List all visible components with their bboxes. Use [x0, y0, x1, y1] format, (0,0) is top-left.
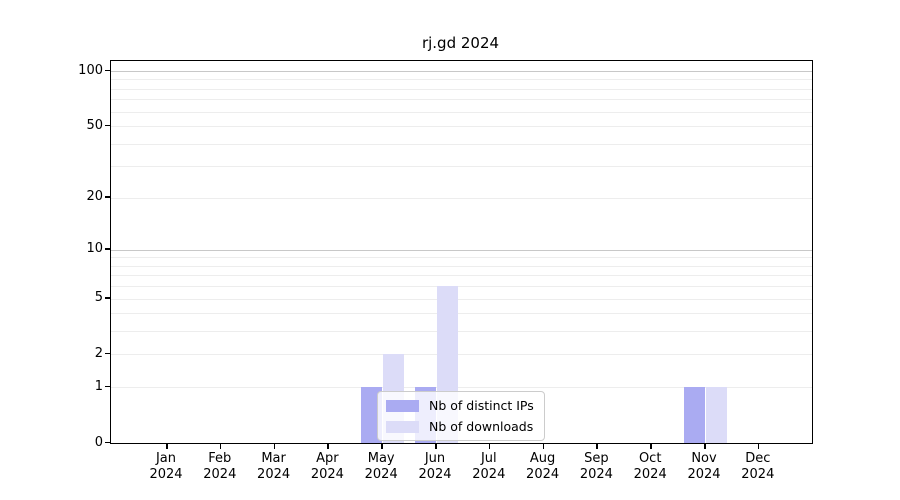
x-tick-mark	[757, 443, 760, 449]
x-tick-label-dec: Dec 2024	[741, 451, 775, 482]
plot-area: Nb of distinct IPs Nb of downloads	[110, 60, 813, 444]
y-tick-mark	[105, 385, 110, 388]
y-tick-mark	[105, 297, 110, 299]
y-tick-mark	[105, 69, 110, 71]
x-tick-mark	[327, 443, 329, 449]
chart-title: rj.gd 2024	[421, 34, 500, 52]
bar-may-distinct-ips	[360, 387, 382, 443]
x-tick-label-jan: Jan 2024	[149, 451, 183, 482]
gridline-6	[111, 286, 812, 288]
x-tick-label-feb: Feb 2024	[203, 451, 237, 482]
gridline-80	[111, 88, 812, 90]
y-tick-mark	[105, 124, 110, 127]
legend-label-distinct-ips: Nb of distinct IPs	[429, 398, 534, 413]
x-tick-label-jul: Jul 2024	[472, 451, 506, 482]
y-tick-label-100: 100	[78, 62, 103, 78]
x-tick-mark	[273, 443, 276, 449]
gridline-30	[111, 166, 812, 168]
gridline-50	[111, 126, 812, 128]
x-tick-mark	[596, 443, 598, 449]
x-tick-mark	[435, 443, 437, 449]
y-tick-mark	[105, 352, 110, 355]
y-tick-label-2: 2	[94, 345, 103, 361]
y-tick-label-1: 1	[94, 378, 103, 394]
y-tick-mark	[105, 196, 110, 198]
x-tick-mark	[219, 443, 222, 449]
legend-label-downloads: Nb of downloads	[429, 419, 534, 434]
x-tick-label-mar: Mar 2024	[257, 451, 291, 482]
gridline-1	[111, 387, 812, 389]
gridline-5	[111, 298, 812, 300]
x-tick-mark	[704, 443, 706, 449]
x-tick-mark	[166, 443, 168, 449]
gridline-8	[111, 265, 812, 267]
x-tick-label-apr: Apr 2024	[310, 451, 344, 482]
x-tick-label-oct: Oct 2024	[633, 451, 667, 482]
y-tick-label-10: 10	[86, 241, 103, 257]
gridline-7	[111, 275, 812, 277]
legend-entry-distinct-ips: Nb of distinct IPs	[386, 398, 534, 413]
legend-entry-downloads: Nb of downloads	[386, 419, 534, 434]
gridline-9	[111, 257, 812, 259]
x-tick-label-may: May 2024	[364, 451, 398, 482]
gridline-10	[111, 249, 812, 251]
y-tick-mark	[105, 441, 110, 443]
bar-nov-downloads	[705, 387, 727, 443]
gridline-100	[111, 71, 812, 72]
y-tick-label-50: 50	[86, 117, 103, 133]
x-tick-label-aug: Aug 2024	[526, 451, 560, 482]
x-tick-mark	[650, 443, 652, 449]
gridline-4	[111, 313, 812, 315]
gridline-2	[111, 354, 812, 356]
gridline-20	[111, 197, 812, 199]
x-tick-mark	[542, 443, 545, 449]
legend: Nb of distinct IPs Nb of downloads	[377, 391, 545, 441]
y-tick-mark	[105, 248, 110, 250]
gridline-70	[111, 99, 812, 101]
gridline-40	[111, 143, 812, 145]
gridline-3	[111, 331, 812, 333]
legend-swatch-distinct-ips	[386, 399, 419, 412]
y-tick-label-20: 20	[86, 189, 103, 205]
x-tick-mark	[488, 443, 491, 449]
gridline-90	[111, 79, 812, 81]
x-tick-label-jun: Jun 2024	[418, 451, 452, 482]
x-tick-label-nov: Nov 2024	[687, 451, 721, 482]
x-tick-label-sep: Sep 2024	[579, 451, 613, 482]
legend-swatch-downloads	[386, 420, 419, 433]
gridline-60	[111, 111, 812, 113]
y-tick-label-0: 0	[94, 434, 103, 450]
bar-nov-distinct-ips	[683, 387, 705, 443]
y-tick-label-5: 5	[94, 290, 103, 306]
x-tick-mark	[381, 443, 383, 449]
